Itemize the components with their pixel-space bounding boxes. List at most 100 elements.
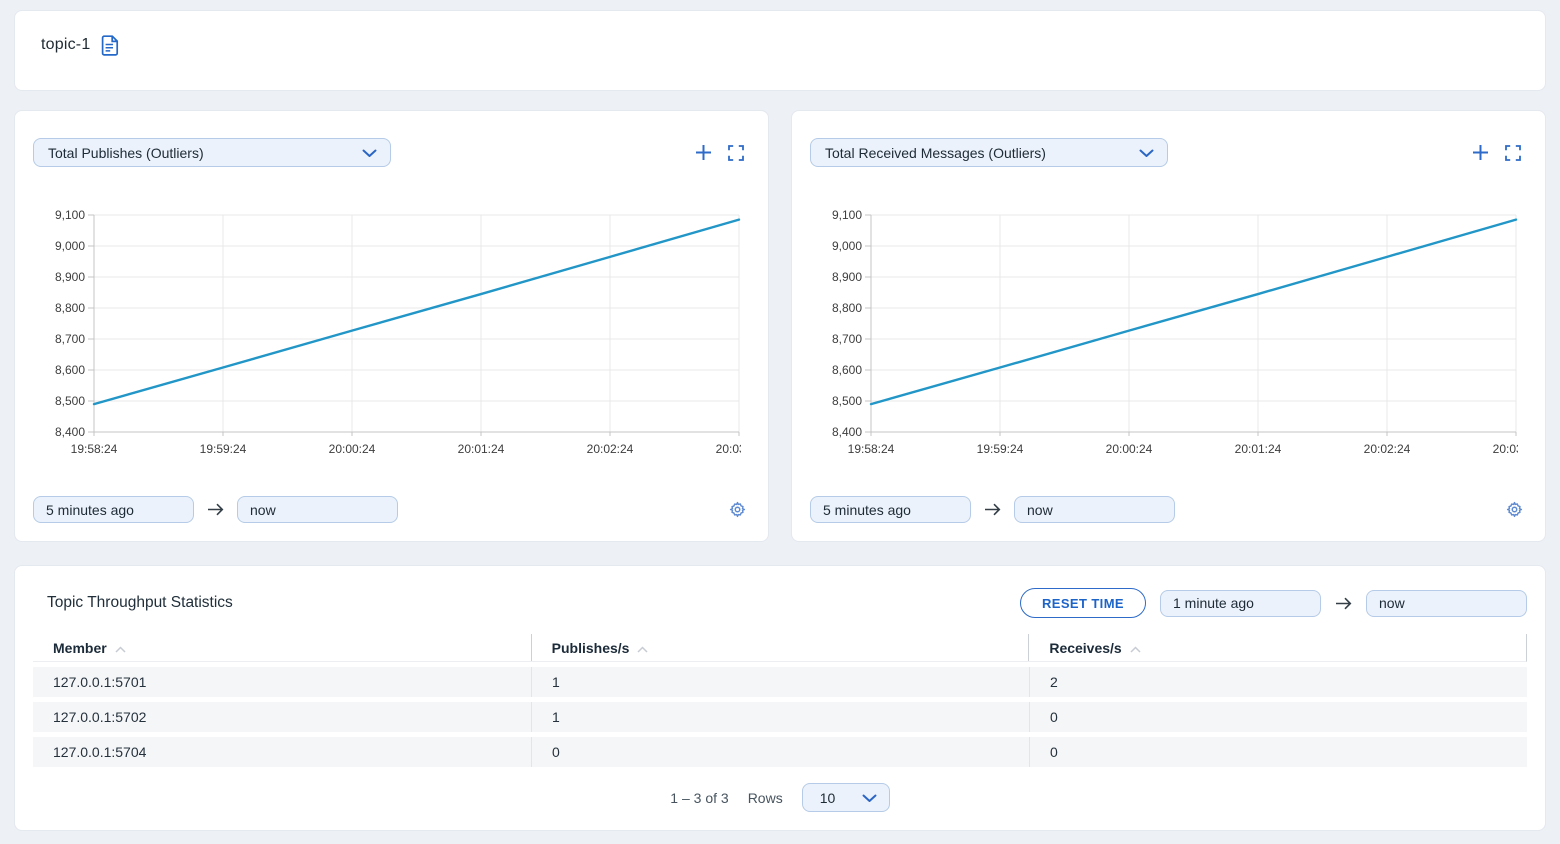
chart-header: Total Publishes (Outliers) (33, 138, 750, 167)
chart-actions (695, 144, 744, 161)
table-header-row: Member Publishes/s Receives/s (33, 634, 1527, 662)
time-to-input[interactable] (237, 496, 398, 523)
svg-text:8,600: 8,600 (832, 363, 862, 377)
receives-cell: 0 (1029, 737, 1527, 767)
time-from-input[interactable] (810, 496, 971, 523)
svg-text:8,900: 8,900 (55, 270, 85, 284)
metric-select-value: Total Publishes (Outliers) (48, 144, 204, 161)
throughput-stats-card: Topic Throughput Statistics RESET TIME M… (14, 565, 1546, 831)
sort-caret-icon (637, 640, 648, 656)
svg-text:19:58:24: 19:58:24 (848, 442, 895, 456)
column-header-publishes[interactable]: Publishes/s (530, 634, 1029, 661)
stats-time-controls: RESET TIME (1019, 588, 1527, 618)
sort-caret-icon (1130, 640, 1141, 656)
chevron-down-icon (362, 145, 377, 161)
svg-text:8,700: 8,700 (832, 332, 862, 346)
svg-text:8,400: 8,400 (55, 425, 85, 439)
svg-text:19:59:24: 19:59:24 (200, 442, 247, 456)
svg-text:8,500: 8,500 (55, 394, 85, 408)
throughput-table: Member Publishes/s Receives/s (33, 634, 1527, 767)
table-body: 127.0.0.1:5701 1 2 127.0.0.1:5702 1 0 127.0.0.… (33, 667, 1527, 767)
fullscreen-icon[interactable] (728, 144, 744, 161)
svg-text:20:00:24: 20:00:24 (329, 442, 376, 456)
svg-text:19:59:24: 19:59:24 (977, 442, 1024, 456)
column-label: Receives/s (1049, 639, 1122, 656)
table-row: 127.0.0.1:5704 0 0 (33, 737, 1527, 767)
chevron-down-icon (862, 790, 877, 806)
receives-cell: 2 (1029, 667, 1527, 697)
table-row: 127.0.0.1:5702 1 0 (33, 702, 1527, 732)
line-chart-received: 8,400 8,500 8,600 8,700 8,800 8,900 9,000 9,100… (810, 207, 1540, 464)
column-header-receives[interactable]: Receives/s (1028, 634, 1526, 661)
received-chart-card: Total Received Messages (Outliers) (791, 110, 1546, 542)
svg-text:8,600: 8,600 (55, 363, 85, 377)
add-chart-icon[interactable] (1472, 144, 1489, 161)
svg-text:20:01:24: 20:01:24 (1235, 442, 1282, 456)
chart-header: Total Received Messages (Outliers) (810, 138, 1527, 167)
reset-time-button[interactable]: RESET TIME (1019, 588, 1146, 618)
svg-text:9,000: 9,000 (832, 239, 862, 253)
charts-row: Total Publishes (Outliers) (14, 110, 1546, 542)
column-label: Member (53, 639, 107, 656)
chart-canvas: 8,400 8,500 8,600 8,700 8,800 8,900 9,000 9,100… (832, 208, 1540, 456)
metric-select-received[interactable]: Total Received Messages (Outliers) (810, 138, 1168, 167)
svg-text:8,400: 8,400 (832, 425, 862, 439)
metric-select-value: Total Received Messages (Outliers) (825, 144, 1046, 161)
arrow-right-icon (984, 503, 1001, 516)
chevron-down-icon (1139, 145, 1154, 161)
column-header-member[interactable]: Member (33, 634, 531, 661)
svg-text:8,900: 8,900 (832, 270, 862, 284)
svg-text:8,800: 8,800 (55, 301, 85, 315)
pagination-range: 1 – 3 of 3 (670, 789, 729, 806)
chart-actions (1472, 144, 1521, 161)
time-to-input[interactable] (1014, 496, 1175, 523)
svg-text:9,100: 9,100 (55, 208, 85, 222)
pagination: 1 – 3 of 3 Rows 10 (33, 783, 1527, 812)
rows-per-page-value: 10 (819, 789, 836, 806)
table-row: 127.0.0.1:5701 1 2 (33, 667, 1527, 697)
fullscreen-icon[interactable] (1505, 144, 1521, 161)
stats-time-from-input[interactable] (1160, 589, 1321, 617)
svg-text:19:58:24: 19:58:24 (71, 442, 118, 456)
svg-text:9,000: 9,000 (55, 239, 85, 253)
add-chart-icon[interactable] (695, 144, 712, 161)
chart-canvas: 8,400 8,500 8,600 8,700 8,800 8,900 9,000 9,100… (55, 208, 763, 456)
publishes-cell: 1 (531, 667, 1029, 697)
svg-text:20:03:24: 20:03:24 (1493, 442, 1518, 456)
arrow-right-icon (207, 503, 224, 516)
member-cell: 127.0.0.1:5701 (53, 674, 147, 690)
publishes-chart-card: Total Publishes (Outliers) (14, 110, 769, 542)
sort-caret-icon (115, 640, 126, 656)
line-chart-publishes: 8,400 8,500 8,600 8,700 8,800 8,900 9,000 9,100… (33, 207, 763, 464)
svg-text:20:00:24: 20:00:24 (1106, 442, 1153, 456)
page-title: topic-1 (41, 36, 91, 53)
svg-text:9,100: 9,100 (832, 208, 862, 222)
member-cell: 127.0.0.1:5704 (53, 744, 147, 760)
topic-header-card: topic-1 (14, 10, 1546, 91)
member-cell: 127.0.0.1:5702 (53, 709, 147, 725)
publishes-cell: 0 (531, 737, 1029, 767)
svg-text:8,800: 8,800 (832, 301, 862, 315)
gear-icon[interactable] (1506, 501, 1523, 518)
stats-header: Topic Throughput Statistics RESET TIME (33, 588, 1527, 618)
svg-text:20:02:24: 20:02:24 (587, 442, 634, 456)
gear-icon[interactable] (729, 501, 746, 518)
rows-label: Rows (747, 789, 783, 806)
chart-time-controls (810, 496, 1527, 523)
arrow-right-icon (1335, 597, 1352, 610)
stats-time-to-input[interactable] (1366, 589, 1527, 617)
rows-per-page-select[interactable]: 10 (801, 783, 890, 812)
publishes-cell: 1 (531, 702, 1029, 732)
chart-time-controls (33, 496, 750, 523)
column-label: Publishes/s (551, 639, 630, 656)
metric-select-publishes[interactable]: Total Publishes (Outliers) (33, 138, 391, 167)
document-icon[interactable] (101, 35, 120, 56)
svg-text:8,700: 8,700 (55, 332, 85, 346)
svg-text:8,500: 8,500 (832, 394, 862, 408)
svg-text:20:01:24: 20:01:24 (458, 442, 505, 456)
time-from-input[interactable] (33, 496, 194, 523)
receives-cell: 0 (1029, 702, 1527, 732)
svg-text:20:02:24: 20:02:24 (1364, 442, 1411, 456)
stats-title: Topic Throughput Statistics (47, 594, 233, 611)
